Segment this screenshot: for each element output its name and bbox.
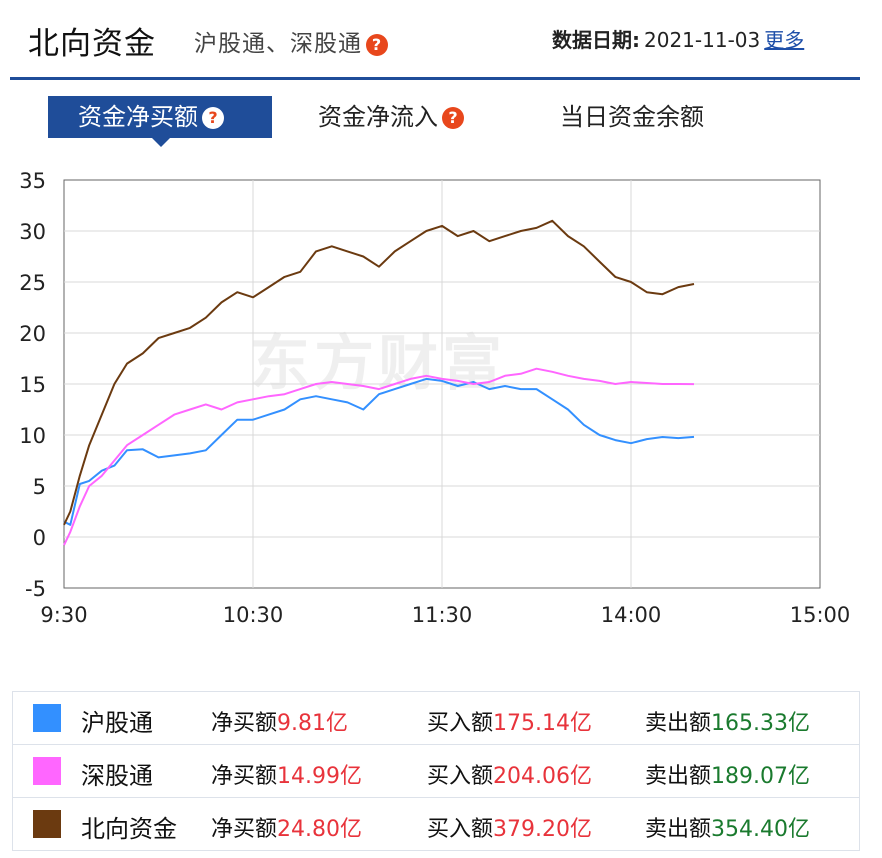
subtitle-text: 沪股通、深股通 <box>194 31 362 57</box>
sell-value: 165.33亿 <box>711 711 810 736</box>
buy-cell: 买入额175.14亿 <box>427 705 592 737</box>
y-tick-label: 10 <box>19 424 46 448</box>
net-label: 净买额 <box>211 817 278 842</box>
series-swatch <box>33 810 61 838</box>
x-tick-label: 10:30 <box>223 603 284 627</box>
buy-label: 买入额 <box>427 711 494 736</box>
net-value: 24.80亿 <box>277 817 362 842</box>
series-swatch <box>33 757 61 785</box>
date-value: 2021-11-03 <box>644 28 761 52</box>
tab-net-inflow[interactable]: 资金净流入? <box>318 96 464 138</box>
sell-cell: 卖出额354.40亿 <box>645 811 810 843</box>
series-name: 沪股通 <box>81 709 153 737</box>
tab-bar: 资金净买额? 资金净流入? 当日资金余额 <box>0 96 882 148</box>
series-line <box>63 377 695 526</box>
x-tick-label: 14:00 <box>601 603 662 627</box>
net-buy-cell: 净买额14.99亿 <box>211 758 362 790</box>
buy-cell: 买入额379.20亿 <box>427 811 592 843</box>
y-tick-label: 20 <box>19 322 46 346</box>
legend-row: 北向资金 净买额24.80亿 买入额379.20亿 卖出额354.40亿 <box>13 798 859 850</box>
series-line <box>63 367 695 546</box>
page-title: 北向资金 <box>28 26 156 62</box>
tab-label: 资金净流入 <box>318 103 438 131</box>
sell-value: 354.40亿 <box>711 817 810 842</box>
legend-row: 沪股通 净买额9.81亿 买入额175.14亿 卖出额165.33亿 <box>13 692 859 745</box>
sell-label: 卖出额 <box>645 817 712 842</box>
help-icon[interactable]: ? <box>202 107 224 129</box>
header-divider <box>10 77 860 80</box>
net-buy-cell: 净买额24.80亿 <box>211 811 362 843</box>
page-subtitle: 沪股通、深股通? <box>194 24 388 58</box>
y-tick-label: 15 <box>19 373 46 397</box>
y-tick-label: 35 <box>19 169 46 193</box>
legend-table: 沪股通 净买额9.81亿 买入额175.14亿 卖出额165.33亿 深股通 净… <box>12 691 860 851</box>
tab-daily-balance[interactable]: 当日资金余额 <box>560 96 704 138</box>
legend-row: 深股通 净买额14.99亿 买入额204.06亿 卖出额189.07亿 <box>13 745 859 798</box>
net-label: 净买额 <box>211 764 278 789</box>
series-name: 深股通 <box>81 762 153 790</box>
sell-label: 卖出额 <box>645 711 712 736</box>
y-tick-label: 5 <box>33 475 46 499</box>
data-date: 数据日期: 2021-11-03 更多 <box>552 24 804 53</box>
tab-label: 资金净买额 <box>78 103 198 131</box>
x-tick-label: 11:30 <box>412 603 473 627</box>
active-tab-pointer <box>152 138 170 147</box>
watermark-logo: 东方财富 <box>250 329 506 399</box>
series-line <box>63 219 695 526</box>
net-buy-cell: 净买额9.81亿 <box>211 705 348 737</box>
net-value: 9.81亿 <box>277 711 349 736</box>
help-icon[interactable]: ? <box>442 107 464 129</box>
buy-cell: 买入额204.06亿 <box>427 758 592 790</box>
y-tick-label: -5 <box>25 577 46 601</box>
y-tick-label: 25 <box>19 271 46 295</box>
net-value: 14.99亿 <box>277 764 362 789</box>
more-link[interactable]: 更多 <box>764 28 805 52</box>
sell-cell: 卖出额189.07亿 <box>645 758 810 790</box>
x-tick-label: 9:30 <box>40 603 87 627</box>
help-icon[interactable]: ? <box>366 33 388 56</box>
y-tick-label: 0 <box>33 526 46 550</box>
header: 北向资金 沪股通、深股通? 数据日期: 2021-11-03 更多 <box>0 0 882 80</box>
net-label: 净买额 <box>211 711 278 736</box>
buy-label: 买入额 <box>427 817 494 842</box>
sell-label: 卖出额 <box>645 764 712 789</box>
buy-label: 买入额 <box>427 764 494 789</box>
series-swatch <box>33 704 61 732</box>
x-tick-label: 15:00 <box>790 603 851 627</box>
sell-value: 189.07亿 <box>711 764 810 789</box>
tab-label: 当日资金余额 <box>560 103 704 131</box>
date-label: 数据日期: <box>552 28 640 52</box>
y-tick-label: 30 <box>19 220 46 244</box>
net-buy-line-chart: 35 30 25 20 15 10 5 0 -59:30 10:30 11:30 14:00 15:00 <box>19 169 851 627</box>
sell-cell: 卖出额165.33亿 <box>645 705 810 737</box>
buy-value: 175.14亿 <box>493 711 592 736</box>
series-name: 北向资金 <box>81 815 177 843</box>
tab-net-buy[interactable]: 资金净买额? <box>48 96 272 138</box>
buy-value: 204.06亿 <box>493 764 592 789</box>
buy-value: 379.20亿 <box>493 817 592 842</box>
